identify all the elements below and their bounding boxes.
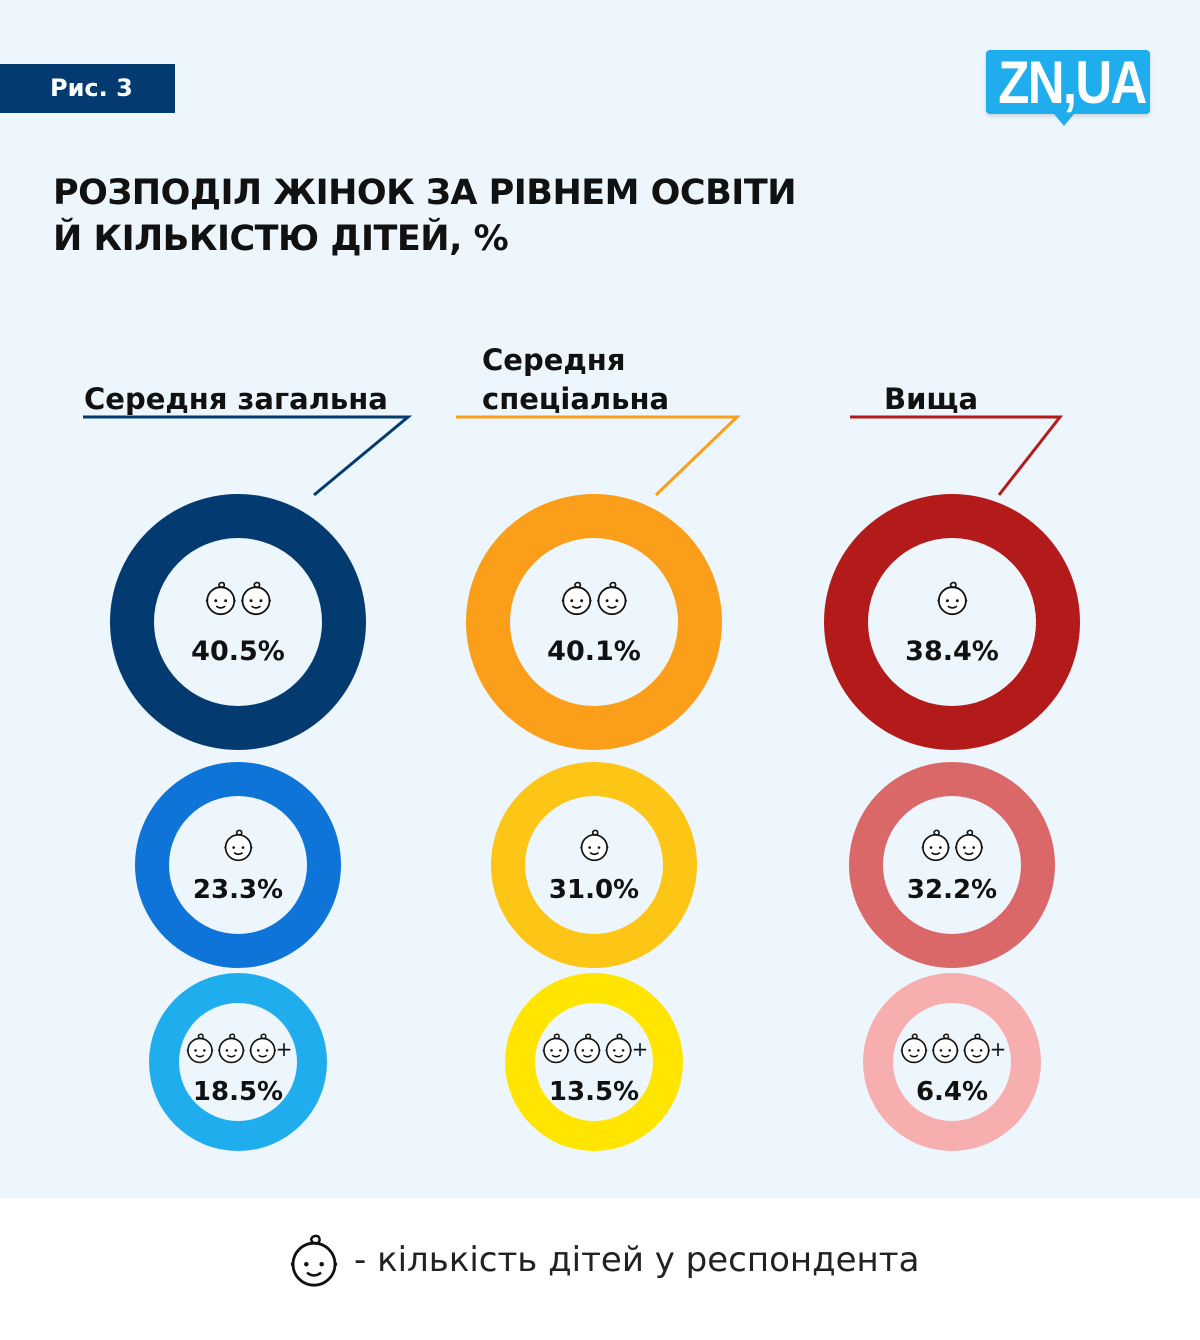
group-header-higher: Вища (884, 382, 979, 416)
data-label: 23.3% (193, 875, 283, 905)
donut-hole (510, 538, 678, 706)
group-header-general: Середня загальна (84, 382, 388, 416)
data-label: 18.5% (193, 1077, 283, 1107)
donut-hole (535, 1003, 653, 1121)
group-connector-line (456, 415, 741, 497)
data-label: 40.1% (547, 636, 641, 667)
data-label: 31.0% (549, 875, 639, 905)
donut-chart: 40.5% 23.3% +18.5% 40.1% 31.0% +13.5% 38.4% 32.… (83, 415, 1080, 1151)
donut-hole (154, 538, 322, 706)
legend-text: - кількість дітей у респондента (354, 1240, 920, 1280)
donut-hole (893, 1003, 1011, 1121)
donut-hole (169, 796, 307, 934)
donut-hole (525, 796, 663, 934)
data-label: 13.5% (549, 1077, 639, 1107)
title-line-1: РОЗПОДІЛ ЖІНОК ЗА РІВНЕМ ОСВІТИ (53, 173, 796, 213)
legend-footer (0, 1198, 1200, 1340)
baby-face-icon (289, 1234, 339, 1287)
group-connector-line (83, 415, 413, 497)
donut-hole (868, 538, 1036, 706)
donut-hole (179, 1003, 297, 1121)
plus-sign: + (990, 1037, 1007, 1061)
group-header-special: Середня спеціальна (482, 343, 670, 416)
plus-sign: + (632, 1037, 649, 1061)
data-label: 40.5% (191, 636, 285, 667)
data-label: 6.4% (916, 1077, 988, 1107)
group-connector-line (850, 415, 1064, 496)
figure-label: Рис. 3 (0, 64, 175, 113)
title-line-2: Й КІЛЬКІСТЮ ДІТЕЙ, % (53, 219, 509, 259)
plus-sign: + (276, 1037, 293, 1061)
zn-ua-logo: ZN,UA (986, 50, 1150, 126)
data-label: 38.4% (905, 636, 999, 667)
donut-hole (883, 796, 1021, 934)
chart-title: РОЗПОДІЛ ЖІНОК ЗА РІВНЕМ ОСВІТИ Й КІЛЬКІ… (53, 170, 796, 262)
data-label: 32.2% (907, 875, 997, 905)
